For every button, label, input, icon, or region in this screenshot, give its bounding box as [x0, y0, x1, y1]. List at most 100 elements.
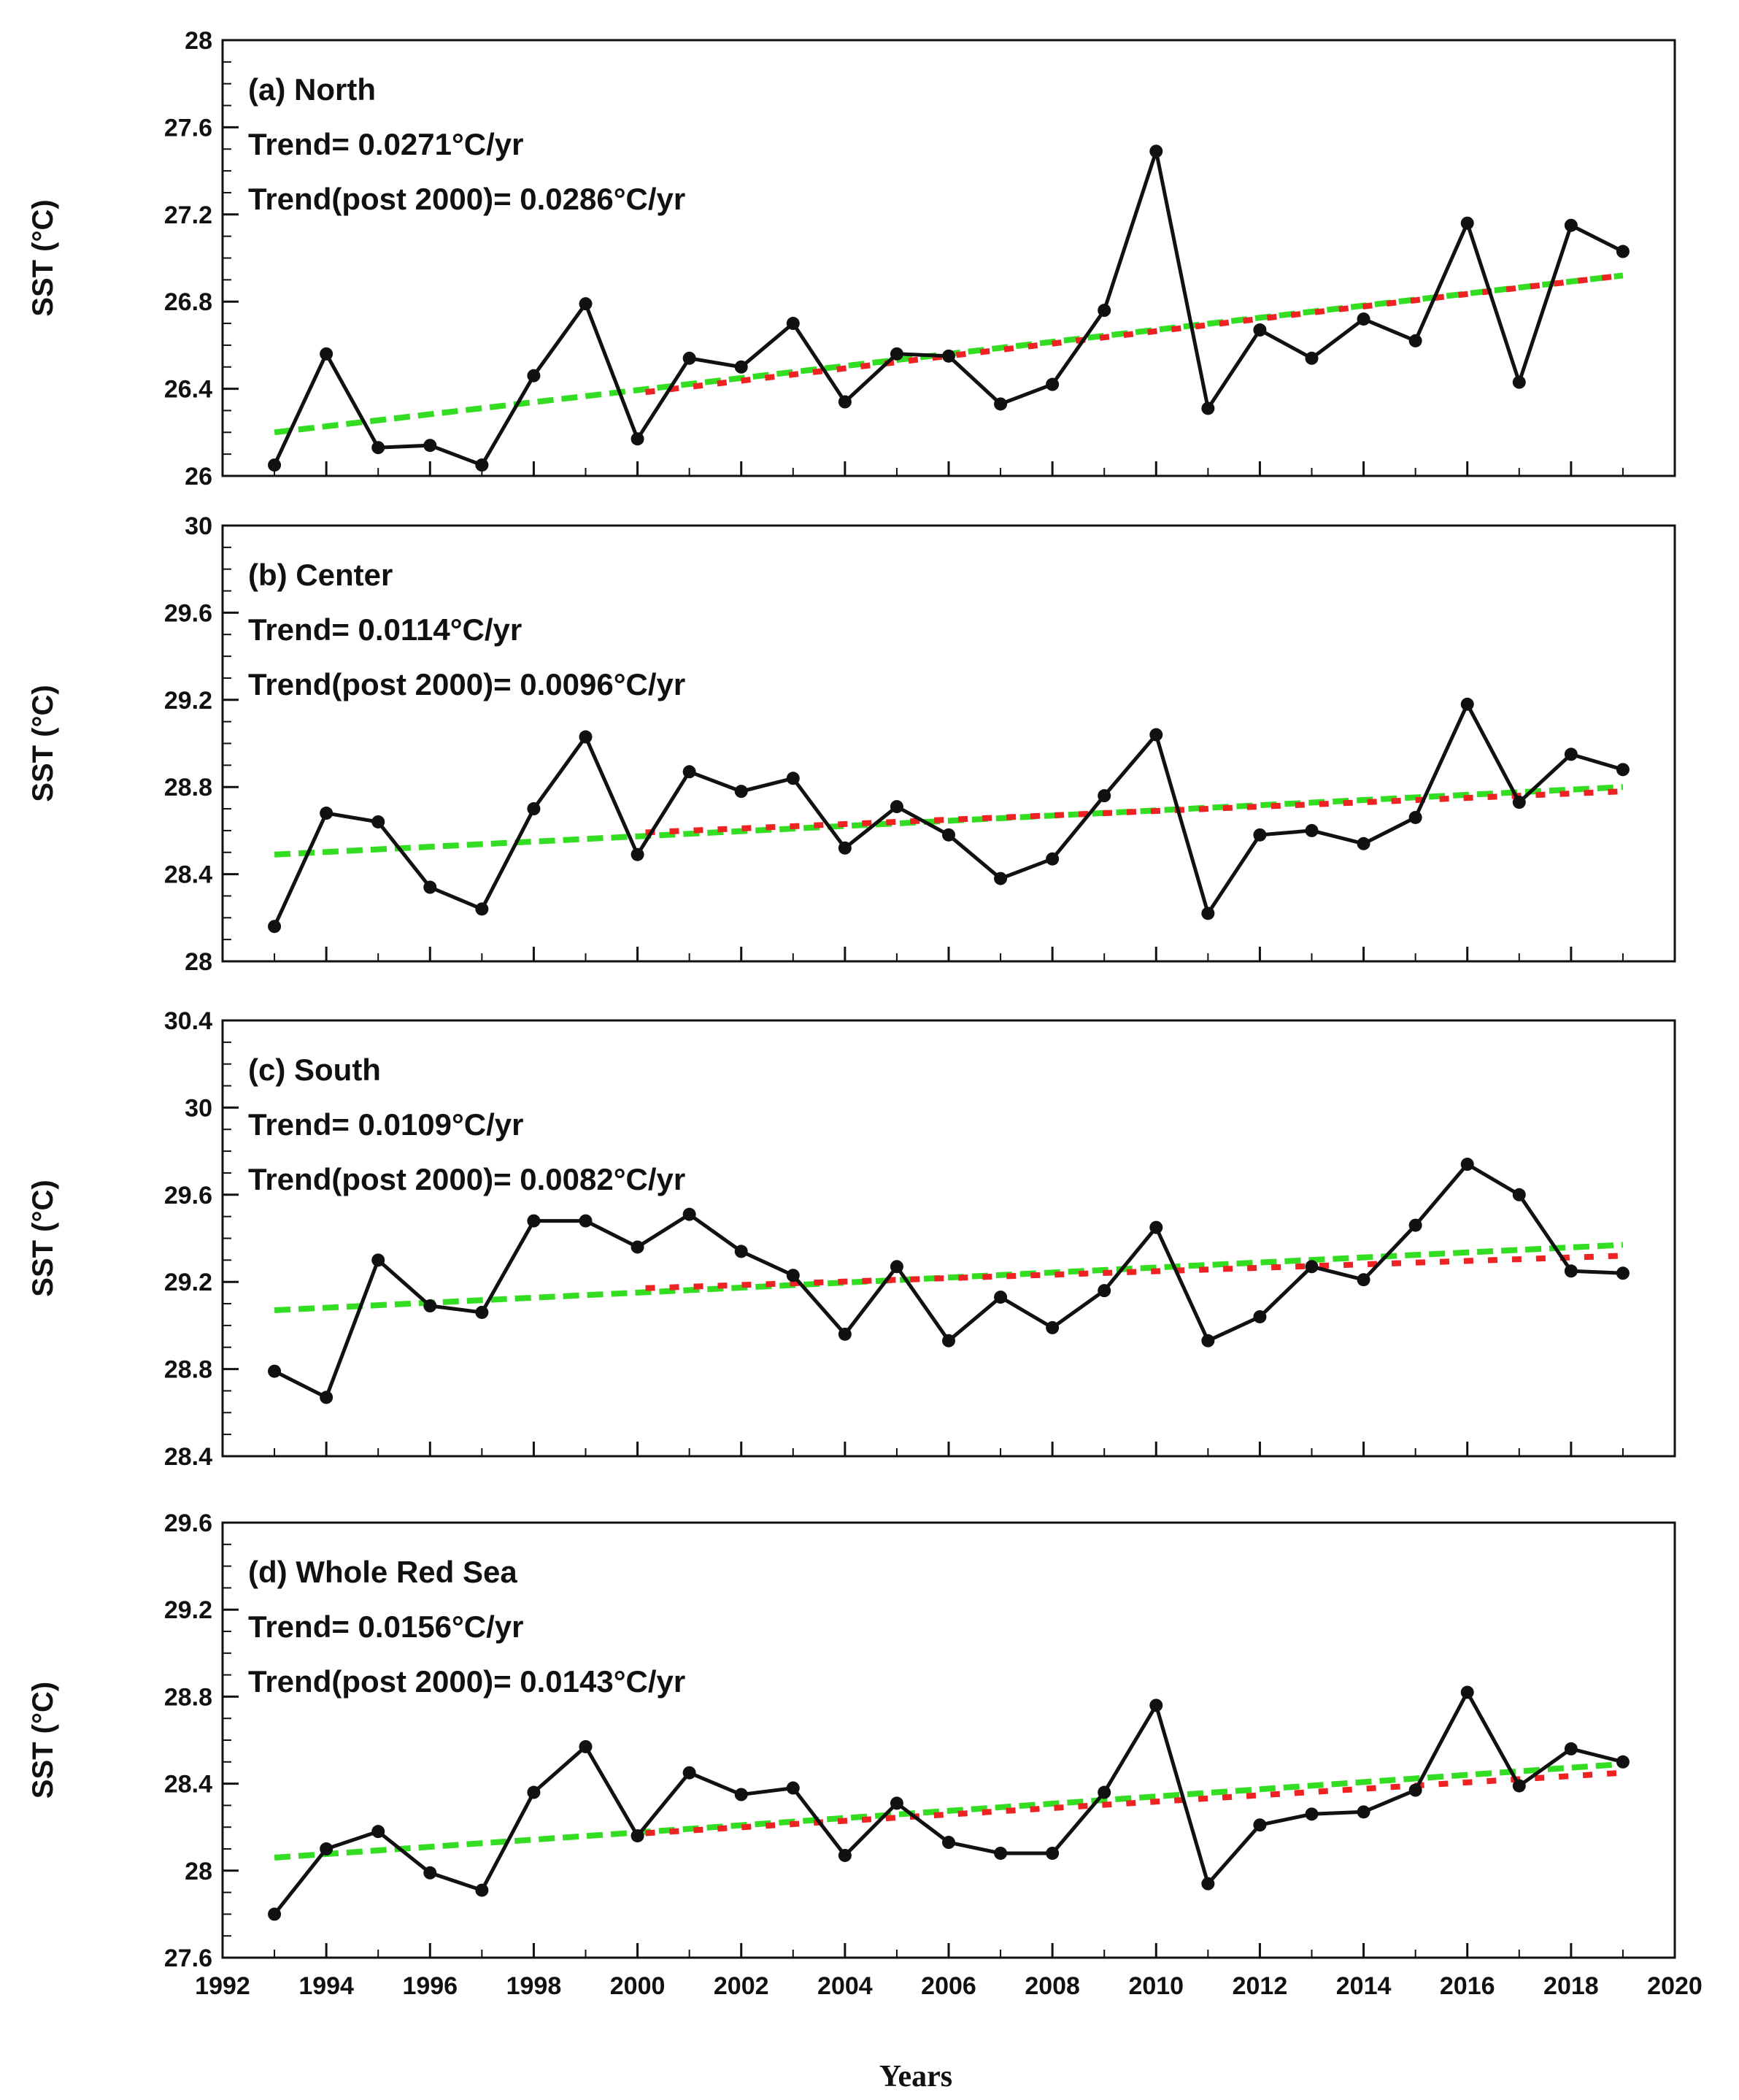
data-point: [994, 1291, 1008, 1304]
y-tick-label: 29.6: [164, 1182, 212, 1209]
y-tick-label: 28.8: [164, 1683, 212, 1711]
data-point: [371, 1825, 385, 1839]
y-tick-label: 28.4: [164, 861, 212, 889]
plot-frame: [221, 39, 1676, 477]
data-point: [1046, 1846, 1060, 1860]
trend-line-full: [274, 1242, 1624, 1314]
data-point: [423, 1866, 437, 1880]
data-point: [942, 349, 955, 363]
data-point: [1149, 728, 1163, 742]
y-tick-label: 28.8: [164, 774, 212, 801]
y-tick-label: 26.8: [164, 288, 212, 316]
data-point: [475, 1883, 489, 1897]
trend-post2000-text: Trend(post 2000)= 0.0286°C/yr: [248, 182, 685, 216]
x-tick-label: 2012: [1233, 1972, 1288, 2000]
y-tick-label: 29.2: [164, 687, 212, 715]
data-point: [579, 297, 593, 311]
data-point: [1305, 351, 1319, 365]
data-point: [1512, 796, 1526, 809]
panel-4: 27.6 28 28.4 28.8 29.2 29.6 1992 1994 1996 1998 20…: [27, 1509, 1703, 2000]
data-point: [1408, 1783, 1422, 1797]
x-tick-label: 2004: [817, 1972, 873, 2000]
data-point: [682, 765, 696, 779]
y-axis-label: SST (°C): [27, 199, 59, 316]
data-point: [734, 785, 748, 799]
data-point: [1201, 1334, 1215, 1347]
data-point: [475, 458, 489, 472]
data-point: [1616, 245, 1630, 258]
trend-text: Trend= 0.0271°C/yr: [248, 127, 524, 161]
y-tick-label: 29.6: [164, 599, 212, 627]
data-point: [838, 1327, 852, 1341]
x-tick-label: 2000: [610, 1972, 666, 2000]
data-point: [371, 815, 385, 828]
trend-line-post2000: [637, 788, 1624, 836]
y-tick-label: 28: [185, 27, 212, 55]
data-point: [786, 1269, 800, 1282]
trend-text: Trend= 0.0109°C/yr: [248, 1107, 524, 1142]
data-point: [1046, 852, 1060, 866]
sst-series-line: [273, 1688, 1624, 1915]
data-point: [1512, 1779, 1526, 1793]
data-point: [994, 1846, 1008, 1860]
y-axis-label: SST (°C): [27, 685, 59, 801]
data-point: [1460, 697, 1474, 711]
y-tick-label: 30.4: [164, 1007, 212, 1035]
data-point: [423, 1299, 437, 1313]
data-point: [320, 347, 333, 361]
data-point: [890, 1260, 903, 1274]
x-tick-label: 1998: [506, 1972, 562, 2000]
data-point: [994, 872, 1008, 885]
data-point: [1201, 401, 1215, 415]
data-point: [1616, 1266, 1630, 1280]
data-point: [1564, 1742, 1578, 1755]
data-point: [1460, 216, 1474, 230]
x-tick-label: 2016: [1440, 1972, 1495, 2000]
trend-line-post2000: [637, 1769, 1624, 1837]
panel-title: (a) North: [248, 72, 376, 107]
data-point: [1408, 334, 1422, 347]
data-point: [423, 439, 437, 453]
y-tick-label: 27.2: [164, 201, 212, 229]
data-point: [838, 841, 852, 855]
data-point: [1512, 1188, 1526, 1201]
data-point: [371, 441, 385, 455]
trend-line-post2000: [637, 272, 1624, 396]
panel-3: 28.4 28.8 29.2 29.6 30 30.4 SST (°C) (c) South T…: [27, 1007, 1676, 1471]
data-point: [1149, 145, 1163, 158]
data-point: [1357, 312, 1370, 326]
data-point: [1305, 823, 1319, 837]
panels-group: 26 26.4 26.8 27.2 27.6 28 SST (°C) (a) North Tre…: [27, 27, 1703, 2000]
trend-post2000-text: Trend(post 2000)= 0.0082°C/yr: [248, 1162, 685, 1196]
data-point: [734, 360, 748, 374]
data-point: [579, 1214, 593, 1228]
data-point: [942, 1836, 955, 1850]
x-tick-label: 2010: [1128, 1972, 1184, 2000]
trend-text: Trend= 0.0156°C/yr: [248, 1609, 524, 1644]
data-point: [1253, 1309, 1267, 1323]
trend-line-post2000: [637, 1253, 1624, 1292]
data-point: [1357, 1273, 1370, 1287]
x-tick-label: 2018: [1543, 1972, 1599, 2000]
data-point: [1201, 907, 1215, 920]
data-point: [786, 317, 800, 331]
data-point: [682, 1766, 696, 1780]
panel-title: (c) South: [248, 1053, 381, 1087]
panel-title: (b) Center: [248, 558, 393, 592]
data-point: [1201, 1877, 1215, 1891]
data-point: [268, 1907, 282, 1921]
data-point: [475, 1305, 489, 1319]
y-tick-label: 29.6: [164, 1509, 212, 1537]
data-point: [1408, 1218, 1422, 1232]
y-tick-label: 28.4: [164, 1771, 212, 1799]
y-tick-label: 26: [185, 463, 212, 491]
data-point: [631, 1829, 644, 1843]
data-point: [786, 1781, 800, 1795]
data-point: [1149, 1699, 1163, 1712]
x-tick-label: 2008: [1025, 1972, 1080, 2000]
y-tick-label: 27.6: [164, 114, 212, 142]
x-axis-label: Years: [879, 2060, 952, 2093]
data-point: [631, 847, 644, 861]
data-point: [994, 397, 1008, 411]
